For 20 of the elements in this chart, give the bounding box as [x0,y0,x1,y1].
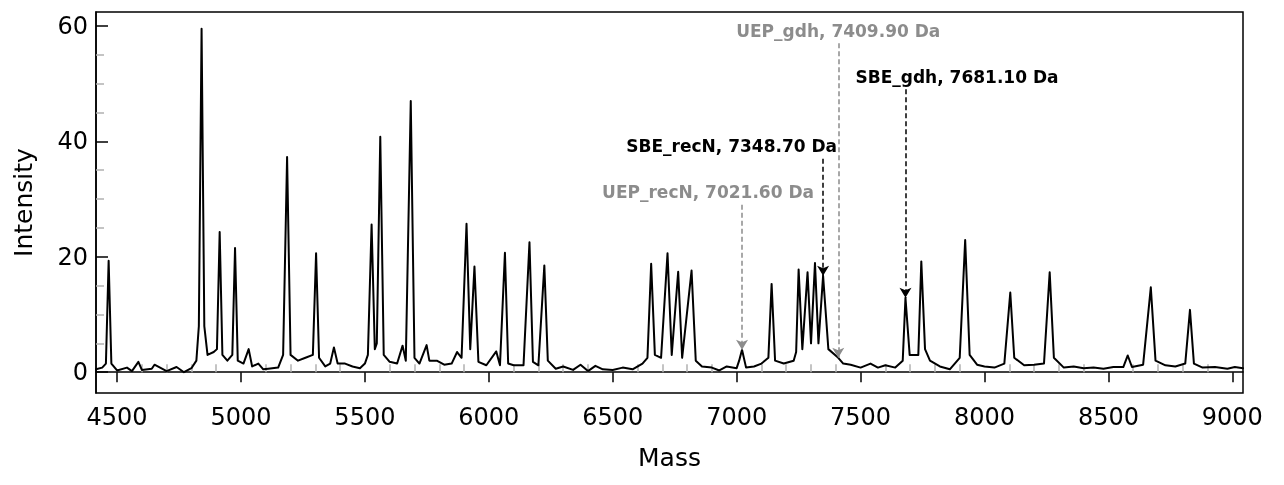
y-tick-label: 0 [72,358,88,387]
x-tick-label: 5500 [334,403,396,431]
annotation: UEP_recN, 7021.60 Da [602,182,815,203]
y-tick-label: 40 [57,127,88,156]
x-axis-title: Mass [638,443,701,472]
x-tick-label: 5000 [210,403,272,431]
y-tick-label: 20 [57,242,88,271]
x-tick-label: 7000 [706,403,768,431]
x-tick-label: 4500 [86,403,148,431]
x-tick-label: 6000 [458,403,520,431]
annotation: SBE_gdh, 7681.10 Da [855,66,1059,87]
annotation: SBE_recN, 7348.70 Da [626,136,838,157]
y-axis-title: Intensity [9,147,38,257]
x-tick-label: 7500 [830,403,892,431]
x-tick-label: 8500 [1077,403,1139,431]
x-tick-label: 6500 [582,403,644,431]
x-tick-label: 9000 [1201,403,1263,431]
annotation: UEP_gdh, 7409.90 Da [736,20,941,41]
x-tick-label: 8000 [953,403,1016,431]
y-tick-label: 60 [57,11,88,40]
